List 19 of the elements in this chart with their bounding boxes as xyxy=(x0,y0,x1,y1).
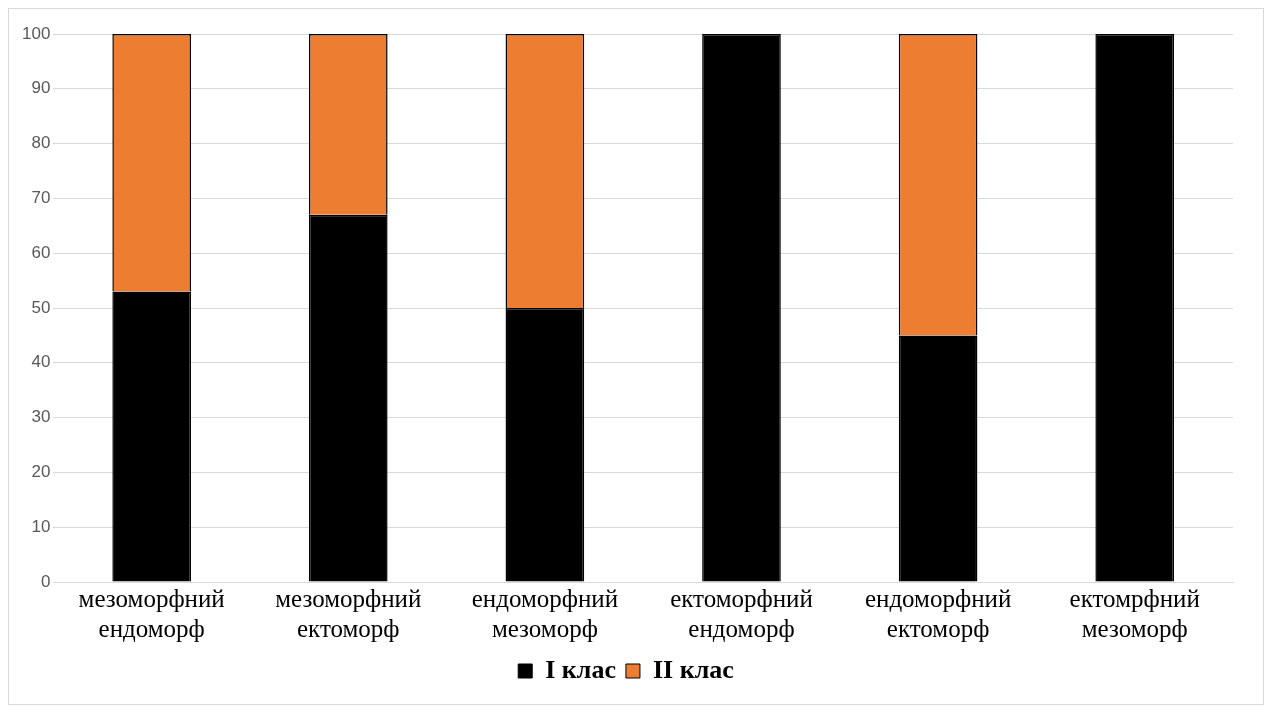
y-tick-label: 90 xyxy=(31,78,51,98)
y-tick-label: 20 xyxy=(31,462,51,482)
y-tick-label: 70 xyxy=(31,188,51,208)
x-tick-label: ектоморфний ендоморф xyxy=(670,584,813,642)
y-tick-label: 100 xyxy=(21,23,51,43)
x-tick-label: ендоморфний ектоморф xyxy=(864,584,1012,642)
legend-label: II клас xyxy=(652,654,734,684)
x-tick-label: ендоморфний мезоморф xyxy=(471,584,619,642)
legend-label: I клас xyxy=(545,654,616,684)
y-tick-label: 30 xyxy=(31,407,51,427)
y-tick-label: 60 xyxy=(31,242,51,262)
y-tick-label: 10 xyxy=(31,516,51,536)
y-tick-label: 50 xyxy=(31,297,51,317)
x-tick-label: мезоморфний ектоморф xyxy=(275,584,422,642)
y-tick-label: 0 xyxy=(40,571,51,591)
y-tick-label: 40 xyxy=(31,352,51,372)
y-tick-label: 80 xyxy=(31,133,51,153)
x-tick-label: мезоморфний ендоморф xyxy=(78,584,225,642)
x-tick-label: ектомрфний мезоморф xyxy=(1069,584,1200,642)
